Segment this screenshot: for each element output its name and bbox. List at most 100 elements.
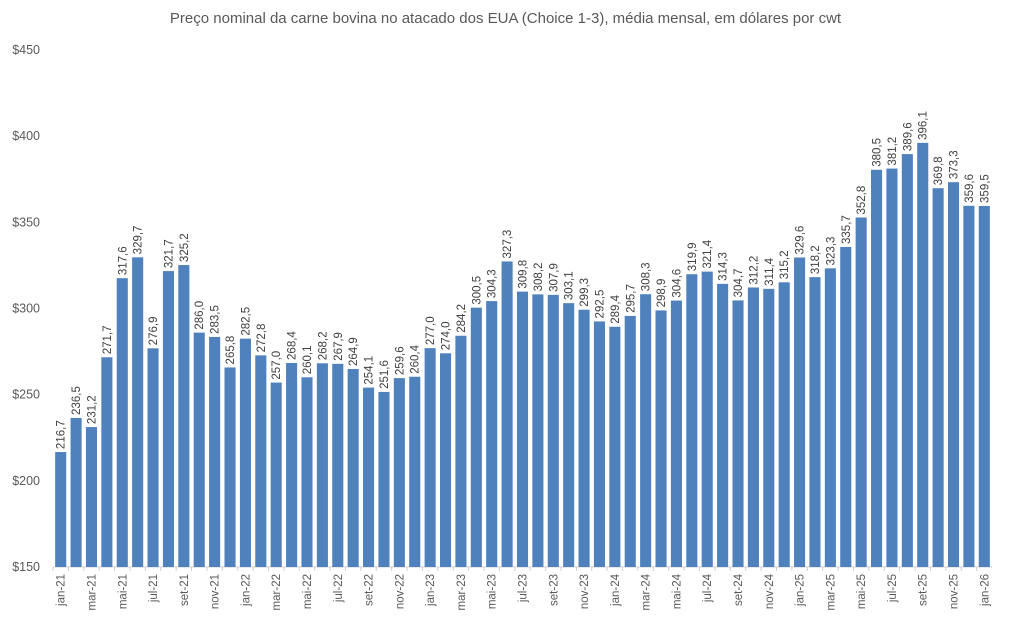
- bar: [917, 142, 929, 567]
- data-label: 396,1: [918, 111, 930, 140]
- bar: [409, 376, 421, 567]
- x-tick-label: nov-21: [210, 574, 222, 609]
- bar: [470, 307, 482, 567]
- data-label: 359,6: [964, 174, 976, 203]
- data-label: 284,2: [456, 304, 468, 333]
- data-label: 231,2: [86, 395, 98, 424]
- bar: [886, 168, 898, 567]
- bar: [332, 363, 344, 567]
- data-label: 321,7: [163, 239, 175, 268]
- bar: [393, 378, 405, 567]
- data-label: 272,8: [256, 324, 268, 353]
- data-label: 315,2: [779, 251, 791, 280]
- bar: [978, 205, 990, 567]
- bar: [855, 217, 867, 567]
- bar: [901, 154, 913, 567]
- bar: [132, 257, 144, 567]
- x-tick-label: nov-22: [394, 574, 406, 609]
- data-label: 325,2: [179, 233, 191, 262]
- bar: [162, 271, 174, 567]
- x-tick-label: set-22: [364, 574, 376, 606]
- bar: [701, 271, 713, 567]
- data-label: 292,5: [594, 290, 606, 319]
- y-tick-label: $350: [12, 215, 40, 229]
- data-label: 289,4: [610, 294, 622, 323]
- bar: [824, 268, 836, 567]
- data-label: 304,3: [487, 269, 499, 298]
- x-tick-label: jan-24: [610, 573, 622, 607]
- bar: [732, 300, 744, 567]
- data-label: 236,5: [71, 386, 83, 415]
- data-label: 327,3: [502, 230, 514, 259]
- x-tick-label: jan-21: [56, 574, 68, 607]
- x-tick-label: jul-22: [333, 574, 345, 603]
- data-label: 329,6: [795, 226, 807, 255]
- data-label: 308,3: [641, 262, 653, 291]
- data-label: 318,2: [810, 245, 822, 274]
- bar: [624, 315, 636, 567]
- x-tick-label: mar-23: [456, 574, 468, 610]
- data-label: 308,2: [533, 263, 545, 292]
- data-label: 257,0: [271, 351, 283, 380]
- data-label: 380,5: [872, 138, 884, 167]
- x-tick-label: nov-24: [764, 573, 776, 609]
- data-label: 335,7: [841, 215, 853, 244]
- bar: [116, 278, 128, 567]
- data-label: 260,1: [302, 345, 314, 374]
- data-label: 271,7: [102, 325, 114, 354]
- bar: [439, 353, 452, 567]
- data-label: 268,4: [287, 331, 299, 360]
- x-tick-label: mar-21: [86, 574, 98, 610]
- x-tick-label: set-21: [179, 574, 191, 606]
- x-tick-label: mai-24: [671, 573, 683, 609]
- bar: [640, 294, 652, 567]
- bar: [794, 257, 806, 567]
- x-tick-label: set-25: [918, 574, 930, 606]
- data-label: 321,4: [702, 239, 714, 268]
- bar: [532, 294, 544, 567]
- bar: [778, 282, 790, 567]
- bar: [363, 387, 375, 567]
- bar: [871, 169, 883, 567]
- data-label: 369,8: [933, 156, 945, 185]
- bar: [593, 321, 606, 567]
- data-label: 298,9: [656, 279, 668, 308]
- data-label: 299,3: [579, 278, 591, 307]
- bar: [55, 452, 67, 567]
- x-tick-label: set-24: [733, 573, 745, 606]
- bar: [717, 283, 729, 567]
- data-label: 254,1: [364, 356, 376, 385]
- data-label: 268,2: [317, 332, 329, 361]
- x-tick-label: mar-25: [825, 574, 837, 610]
- data-label: 323,3: [825, 237, 837, 266]
- bar: [547, 294, 559, 567]
- bar: [686, 274, 698, 567]
- bar: [301, 377, 313, 567]
- data-label: 259,6: [394, 346, 406, 375]
- data-label: 251,6: [379, 360, 391, 389]
- bar: [947, 182, 960, 567]
- bar: [840, 246, 852, 568]
- bar: [239, 338, 251, 567]
- data-label: 304,6: [671, 269, 683, 298]
- x-tick-label: jan-25: [795, 574, 807, 607]
- x-tick-label: nov-25: [949, 574, 961, 609]
- bar: [963, 205, 975, 567]
- bar: [193, 332, 205, 567]
- data-label: 309,8: [518, 260, 530, 289]
- bar: [655, 310, 667, 567]
- x-tick-label: jan-23: [425, 574, 437, 607]
- data-label: 276,9: [148, 317, 160, 346]
- data-label: 264,9: [348, 337, 360, 366]
- bar: [455, 335, 467, 567]
- y-tick-label: $150: [12, 560, 40, 574]
- x-tick-label: mai-23: [487, 574, 499, 609]
- bar: [255, 355, 267, 567]
- bar: [224, 367, 236, 567]
- x-tick-label: mai-22: [302, 574, 314, 609]
- y-tick-label: $300: [12, 302, 40, 316]
- data-label: 283,5: [210, 305, 222, 334]
- bar: [501, 261, 513, 567]
